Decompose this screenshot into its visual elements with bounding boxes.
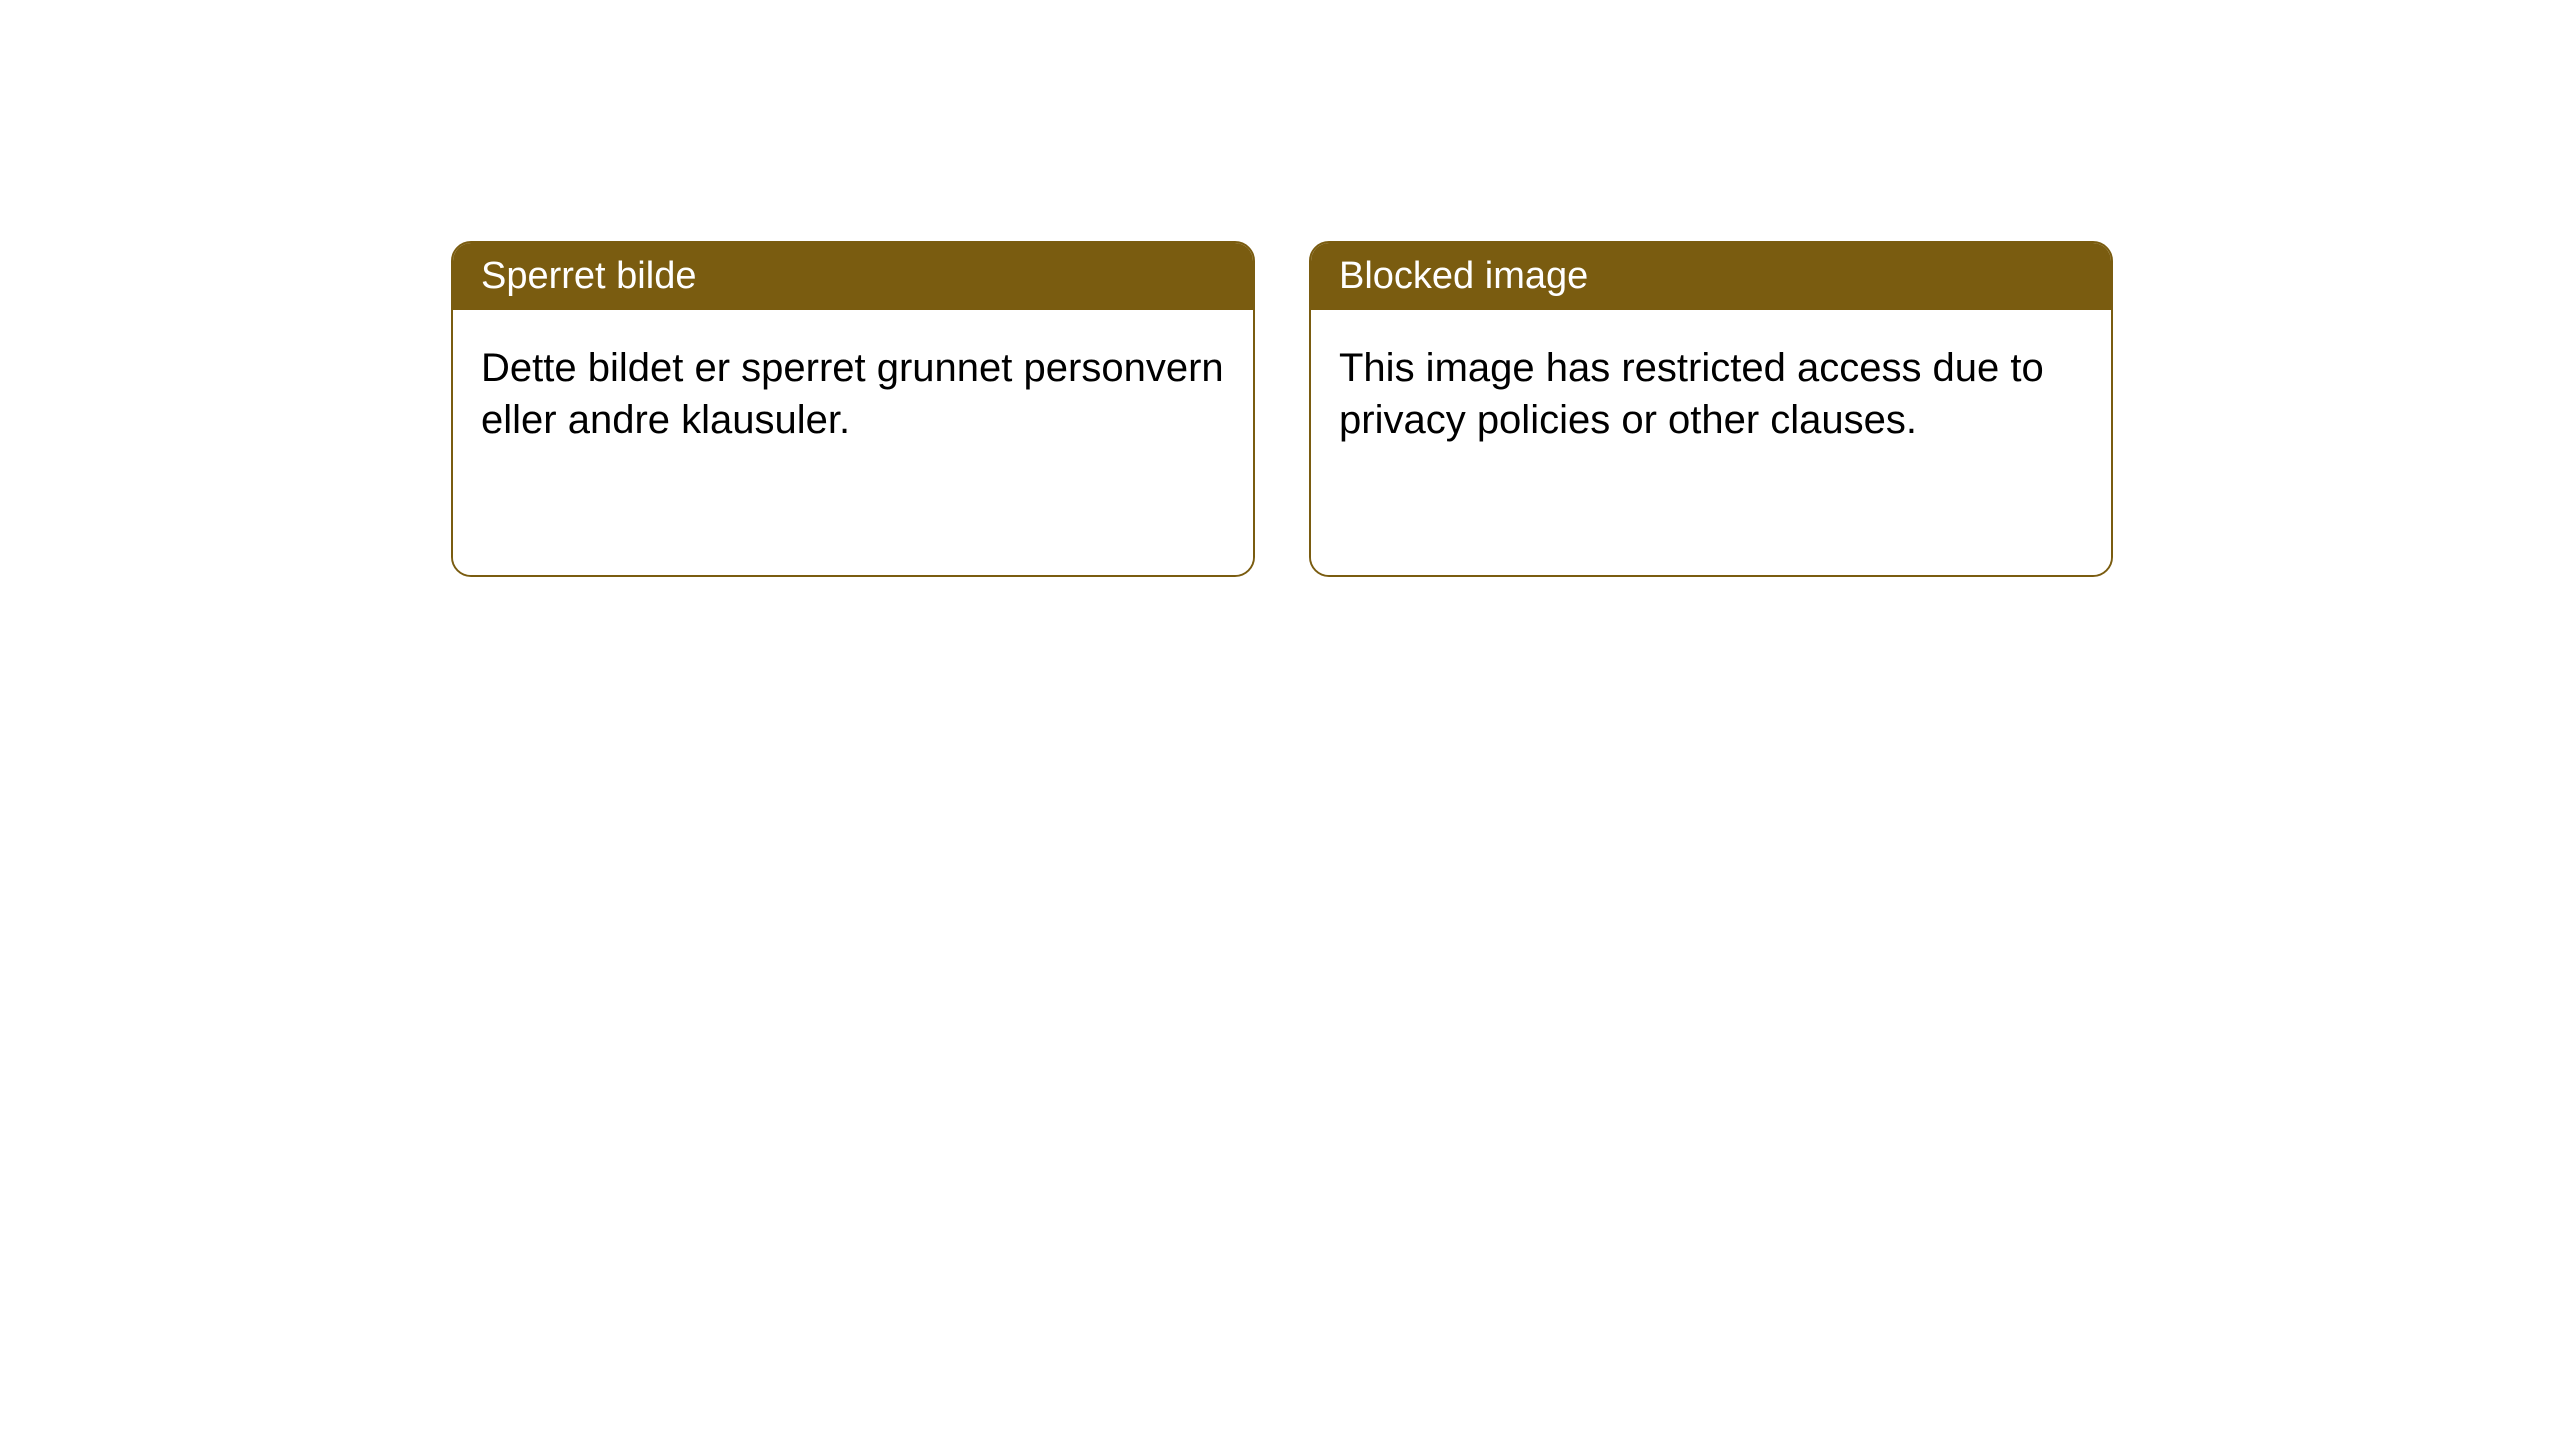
notice-header-text: Blocked image — [1339, 255, 1588, 297]
notice-card-english: Blocked image This image has restricted … — [1309, 241, 2113, 577]
notice-header: Blocked image — [1311, 243, 2111, 310]
notice-body: This image has restricted access due to … — [1311, 310, 2111, 575]
notice-header: Sperret bilde — [453, 243, 1253, 310]
notice-header-text: Sperret bilde — [481, 255, 696, 297]
notice-card-norwegian: Sperret bilde Dette bildet er sperret gr… — [451, 241, 1255, 577]
notice-container: Sperret bilde Dette bildet er sperret gr… — [451, 241, 2113, 577]
notice-body: Dette bildet er sperret grunnet personve… — [453, 310, 1253, 575]
notice-body-text: This image has restricted access due to … — [1339, 346, 2044, 442]
notice-body-text: Dette bildet er sperret grunnet personve… — [481, 346, 1224, 442]
